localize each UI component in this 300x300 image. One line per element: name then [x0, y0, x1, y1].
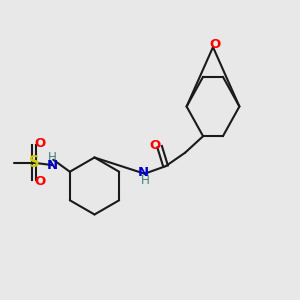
Text: O: O: [210, 38, 221, 51]
Text: H: H: [48, 152, 57, 164]
Text: H: H: [141, 174, 150, 187]
Text: O: O: [149, 139, 161, 152]
Text: O: O: [35, 137, 46, 150]
Text: N: N: [137, 166, 149, 179]
Text: S: S: [28, 155, 39, 170]
Text: N: N: [47, 159, 58, 172]
Text: O: O: [35, 175, 46, 188]
